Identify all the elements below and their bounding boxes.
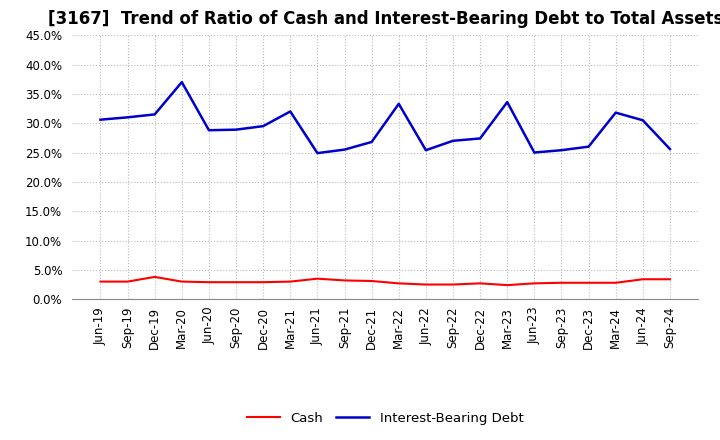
Interest-Bearing Debt — [611, 110, 620, 115]
Cash — [395, 281, 403, 286]
Interest-Bearing Debt — [367, 139, 376, 145]
Interest-Bearing Debt — [232, 127, 240, 132]
Cash — [449, 282, 457, 287]
Cash — [178, 279, 186, 284]
Cash — [665, 277, 674, 282]
Cash — [96, 279, 105, 284]
Cash — [639, 277, 647, 282]
Interest-Bearing Debt — [584, 144, 593, 149]
Cash — [204, 279, 213, 285]
Interest-Bearing Debt — [341, 147, 349, 152]
Interest-Bearing Debt — [665, 147, 674, 152]
Line: Cash: Cash — [101, 277, 670, 285]
Interest-Bearing Debt — [449, 138, 457, 143]
Cash — [341, 278, 349, 283]
Interest-Bearing Debt — [259, 124, 268, 129]
Cash — [123, 279, 132, 284]
Cash — [313, 276, 322, 281]
Interest-Bearing Debt — [313, 150, 322, 156]
Cash — [232, 279, 240, 285]
Interest-Bearing Debt — [476, 136, 485, 141]
Cash — [259, 279, 268, 285]
Cash — [150, 274, 159, 279]
Cash — [367, 279, 376, 284]
Interest-Bearing Debt — [96, 117, 105, 122]
Cash — [584, 280, 593, 286]
Interest-Bearing Debt — [204, 128, 213, 133]
Cash — [557, 280, 566, 286]
Interest-Bearing Debt — [421, 147, 430, 153]
Interest-Bearing Debt — [286, 109, 294, 114]
Cash — [611, 280, 620, 286]
Cash — [421, 282, 430, 287]
Cash — [286, 279, 294, 284]
Line: Interest-Bearing Debt: Interest-Bearing Debt — [101, 82, 670, 153]
Cash — [476, 281, 485, 286]
Interest-Bearing Debt — [123, 115, 132, 120]
Legend: Cash, Interest-Bearing Debt: Cash, Interest-Bearing Debt — [241, 406, 529, 430]
Interest-Bearing Debt — [150, 112, 159, 117]
Interest-Bearing Debt — [557, 147, 566, 153]
Cash — [530, 281, 539, 286]
Interest-Bearing Debt — [178, 80, 186, 85]
Interest-Bearing Debt — [530, 150, 539, 155]
Interest-Bearing Debt — [639, 117, 647, 123]
Interest-Bearing Debt — [395, 101, 403, 106]
Cash — [503, 282, 511, 288]
Title: [3167]  Trend of Ratio of Cash and Interest-Bearing Debt to Total Assets: [3167] Trend of Ratio of Cash and Intere… — [48, 10, 720, 28]
Interest-Bearing Debt — [503, 99, 511, 105]
